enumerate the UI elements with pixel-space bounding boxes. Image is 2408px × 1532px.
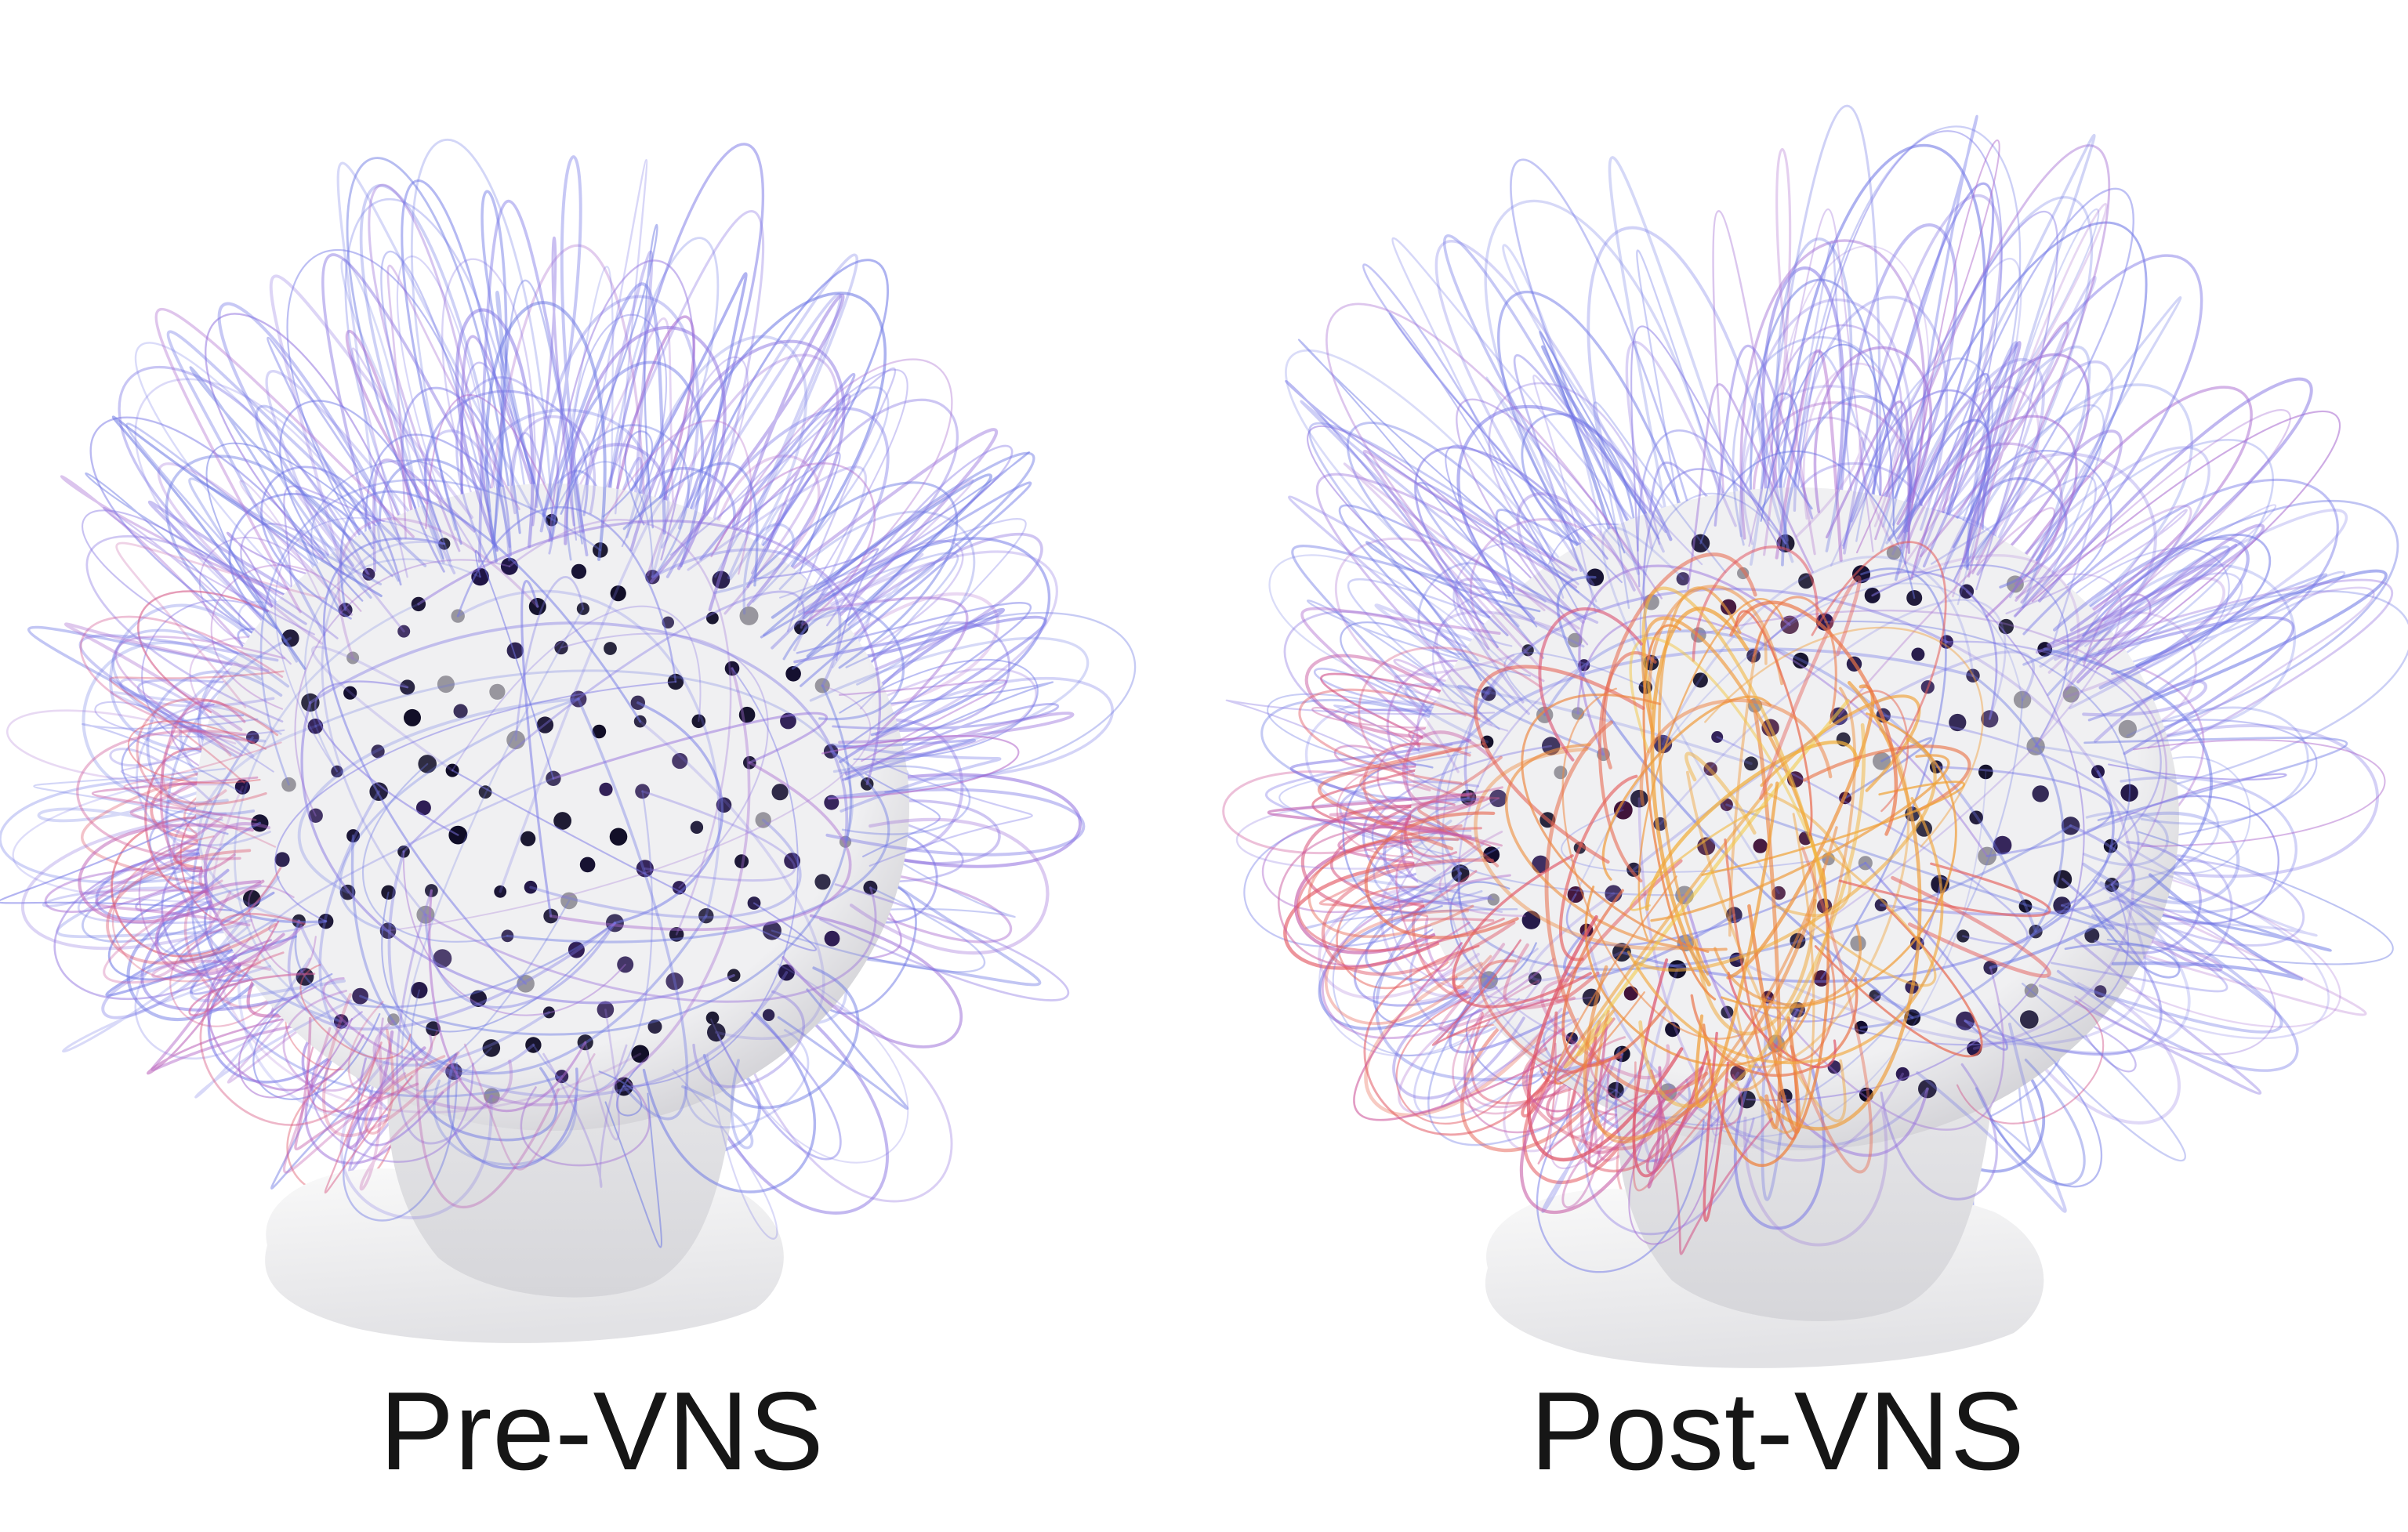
caption-pre-vns: Pre-VNS xyxy=(379,1369,825,1494)
caption-post-vns: Post-VNS xyxy=(1530,1369,2025,1494)
